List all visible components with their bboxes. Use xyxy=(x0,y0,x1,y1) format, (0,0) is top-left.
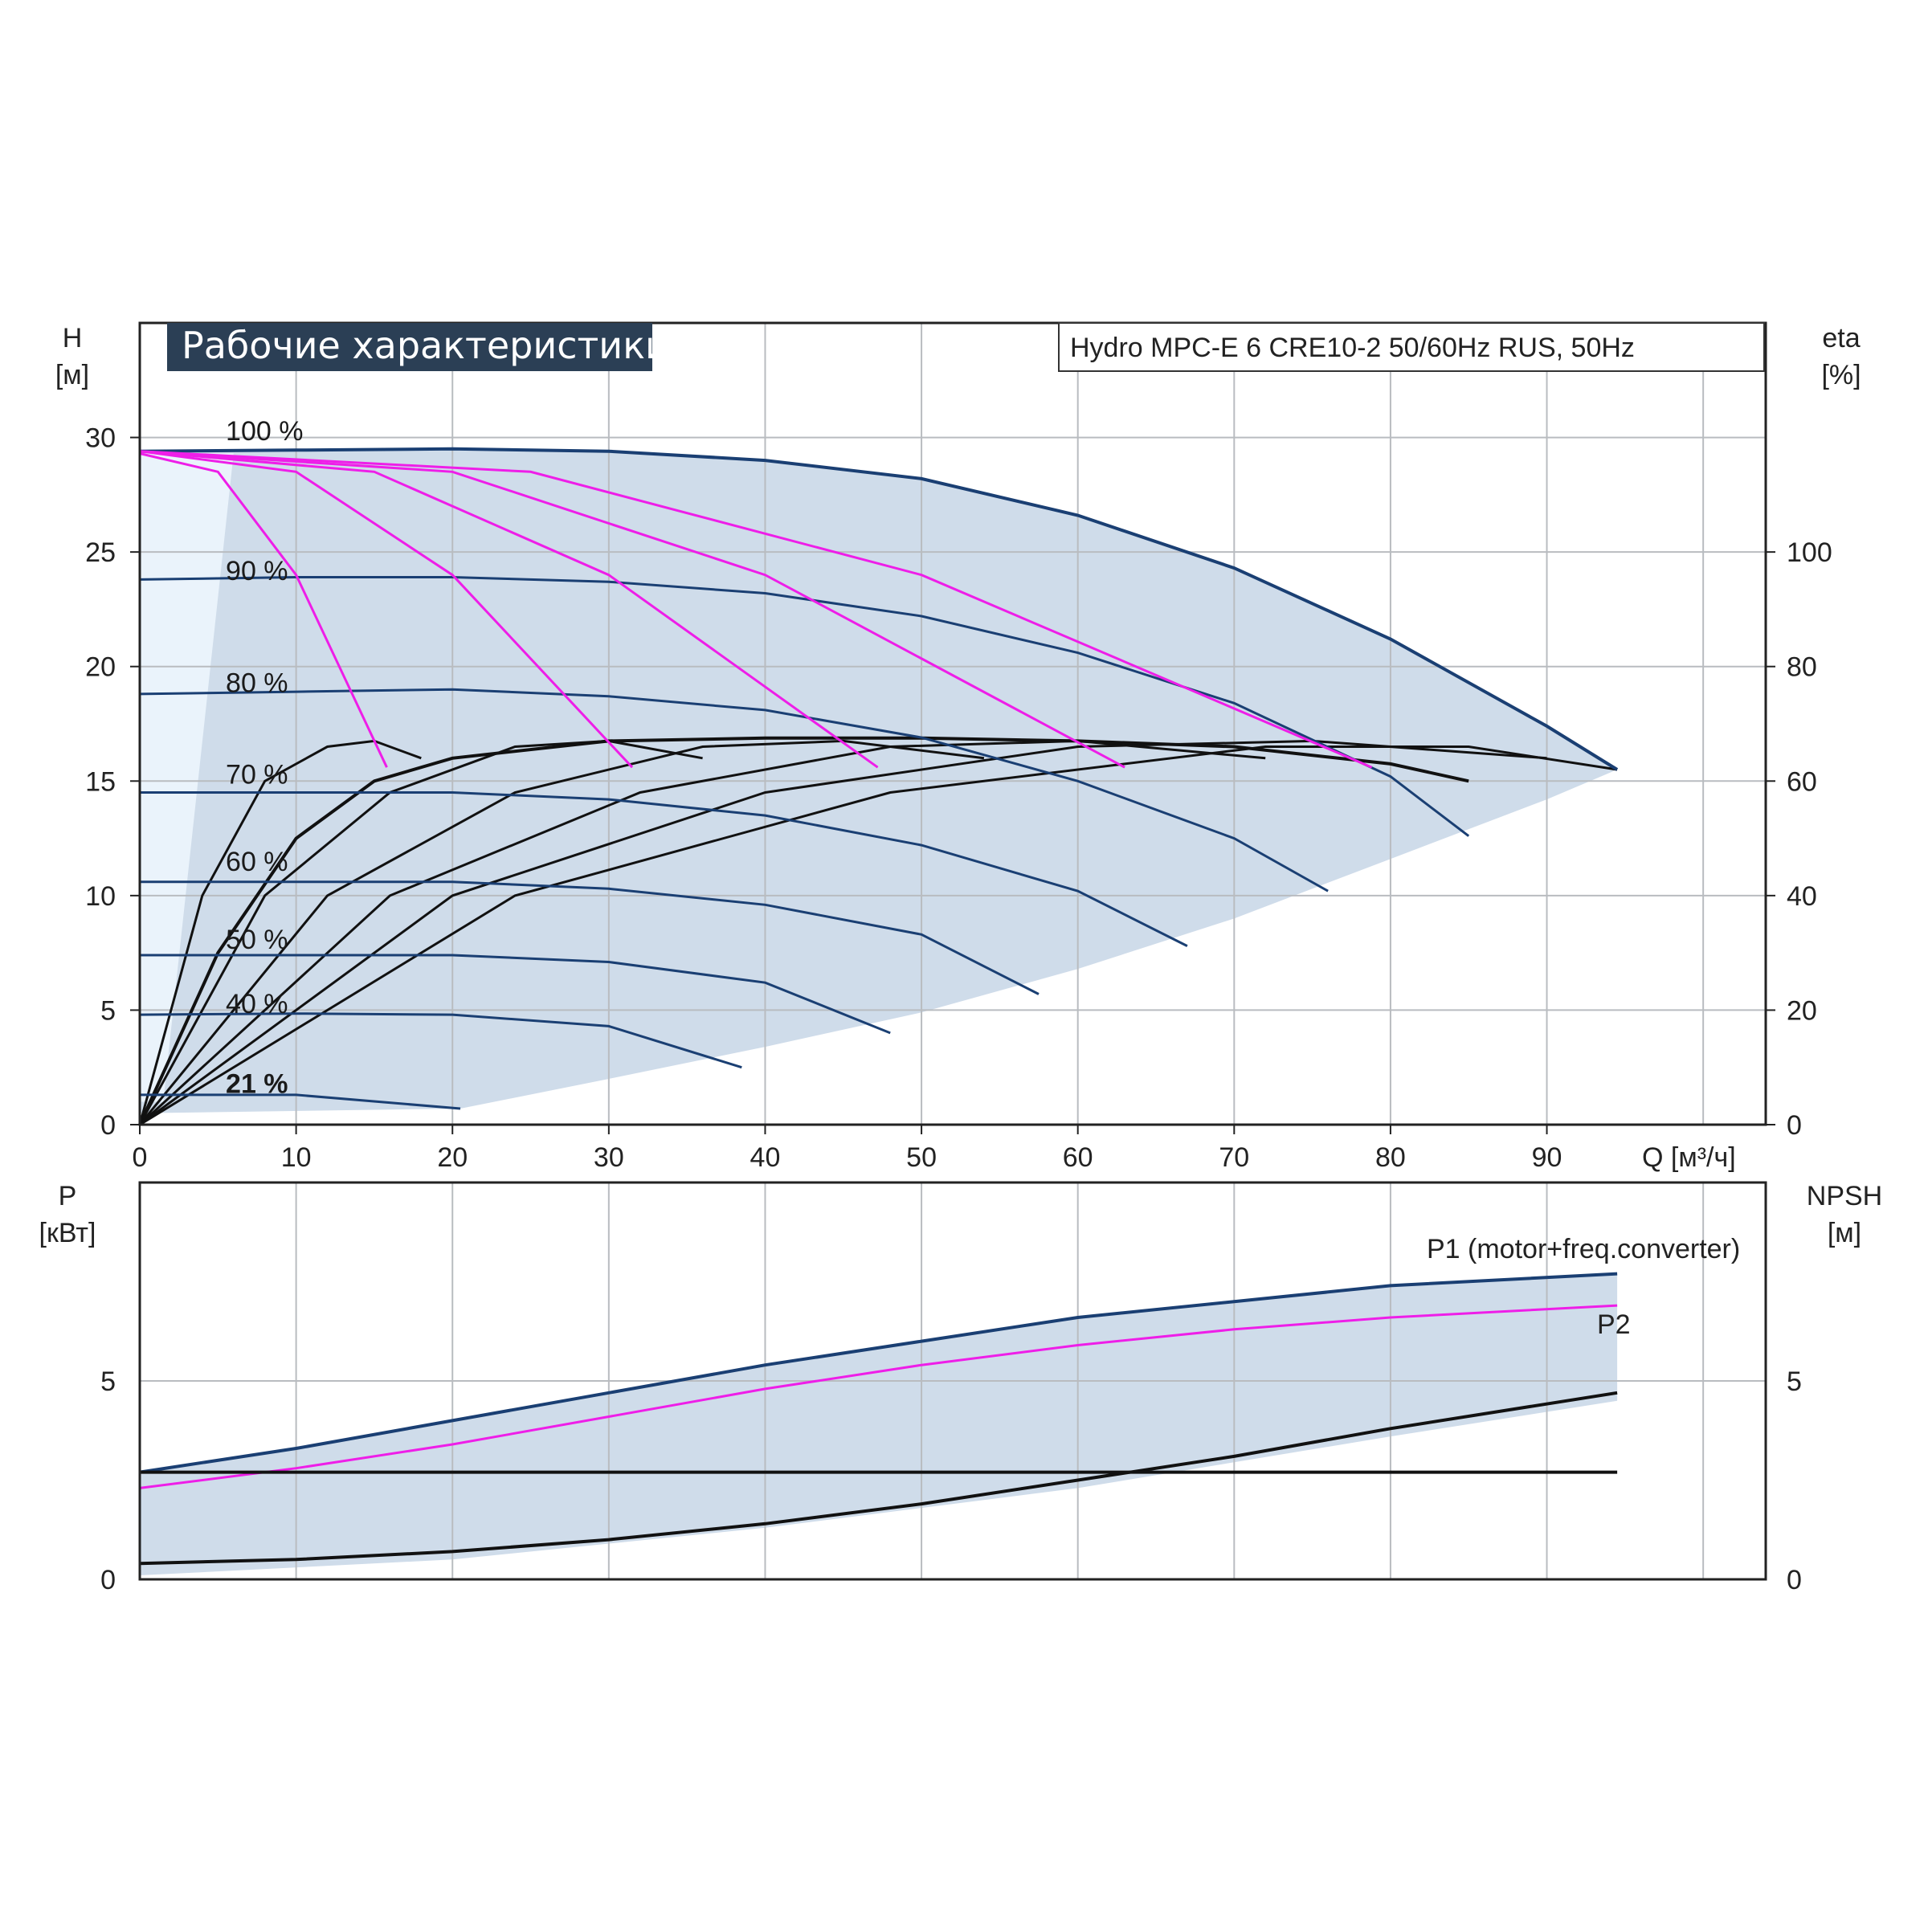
y-tick-label: 5 xyxy=(100,995,116,1026)
y-tick-label: 15 xyxy=(85,766,116,797)
x-tick-label: 90 xyxy=(1532,1142,1562,1173)
eta-curve xyxy=(138,739,422,1125)
x-axis-title: Q [м³/ч] xyxy=(1642,1142,1736,1173)
head-plot-frame xyxy=(138,321,1767,1126)
qh-curve-speed xyxy=(140,1093,461,1110)
speed-label: 80 % xyxy=(226,668,288,699)
eta-curve xyxy=(138,739,1266,1126)
speed-label: 60 % xyxy=(226,847,288,877)
p2-curve xyxy=(139,1304,1618,1489)
y2-tick-label: 0 xyxy=(1787,1110,1802,1141)
npsh-tick-label: 0 xyxy=(1787,1565,1802,1595)
eta-curve xyxy=(138,736,1469,1125)
y-tick-label: 0 xyxy=(100,1110,116,1141)
qh-curve-speed xyxy=(140,954,891,1035)
y-axis-unit: [м] xyxy=(55,360,89,390)
qh-curve-speed xyxy=(139,576,1470,837)
eta-curve xyxy=(139,739,1547,1126)
x-tick-label: 80 xyxy=(1375,1142,1406,1173)
x-tick-label: 10 xyxy=(281,1142,312,1173)
y-tick-label: 30 xyxy=(85,423,116,454)
chart-title-background xyxy=(167,323,652,371)
y-tick-label: 25 xyxy=(85,537,116,568)
x-tick-label: 30 xyxy=(594,1142,624,1173)
speed-label: 50 % xyxy=(226,925,288,955)
qh-curve-speed xyxy=(139,1012,742,1069)
x-tick-label: 50 xyxy=(906,1142,937,1173)
qh-curve-pumps xyxy=(139,450,879,769)
x-tick-label: 40 xyxy=(750,1142,781,1173)
y2-tick-label: 100 xyxy=(1787,537,1832,568)
y-tick-label: 10 xyxy=(85,881,116,912)
power-plot-frame xyxy=(138,1181,1767,1581)
qh-curve-pumps xyxy=(139,450,1373,769)
y2-tick-label: 40 xyxy=(1787,881,1817,912)
qh-curve-speed xyxy=(140,880,1040,995)
low-flow-area xyxy=(140,453,234,1102)
eta-curve xyxy=(139,745,1618,1126)
y2-tick-label: 20 xyxy=(1787,995,1817,1026)
power-tick-label: 0 xyxy=(100,1565,116,1595)
x-tick-label: 60 xyxy=(1063,1142,1093,1173)
x-tick-label: 20 xyxy=(437,1142,468,1173)
power-tick-label: 5 xyxy=(100,1366,116,1397)
npsh-curve xyxy=(139,1391,1618,1566)
speed-label: 21 % xyxy=(226,1069,288,1100)
npsh-tick-label: 5 xyxy=(1787,1366,1802,1397)
y2-tick-label: 60 xyxy=(1787,766,1817,797)
p1-series-label: P1 (motor+freq.converter) xyxy=(1427,1234,1740,1264)
model-label: Hydro MPC-E 6 CRE10-2 50/60Hz RUS, 50Hz xyxy=(1070,333,1635,363)
y2-axis-title: eta xyxy=(1822,323,1860,353)
x-tick-label: 0 xyxy=(133,1142,148,1173)
speed-label: 90 % xyxy=(226,556,288,586)
eta-curve xyxy=(138,739,703,1125)
y2-tick-label: 80 xyxy=(1787,652,1817,683)
qh-curve-pumps xyxy=(139,450,1125,769)
p2-series-label: P2 xyxy=(1597,1309,1631,1340)
speed-label: 70 % xyxy=(226,760,288,790)
p1-curve xyxy=(139,1272,1618,1474)
qh-curve-pumps xyxy=(139,452,388,768)
power-axis-unit: [кВт] xyxy=(39,1218,96,1248)
qh-curve-pumps xyxy=(139,450,634,769)
model-label-box xyxy=(1058,322,1765,372)
npsh-axis-title: NPSH xyxy=(1807,1181,1882,1211)
y-axis-title: H xyxy=(63,323,83,353)
qh-curve-speed xyxy=(139,447,1619,771)
y2-axis-unit: [%] xyxy=(1821,360,1861,390)
npsh-axis-unit: [м] xyxy=(1828,1218,1861,1248)
speed-label: 100 % xyxy=(226,416,303,447)
y-tick-label: 20 xyxy=(85,652,116,683)
eta-curve xyxy=(138,739,985,1125)
qh-curve-speed xyxy=(140,791,1188,947)
speed-label: 40 % xyxy=(226,989,288,1019)
chart-title: Рабочие характеристики xyxy=(182,324,669,367)
power-range-area xyxy=(140,1273,1618,1576)
x-tick-label: 70 xyxy=(1219,1142,1249,1173)
qh-curve-speed xyxy=(139,688,1329,892)
power-axis-title: P xyxy=(59,1181,77,1211)
